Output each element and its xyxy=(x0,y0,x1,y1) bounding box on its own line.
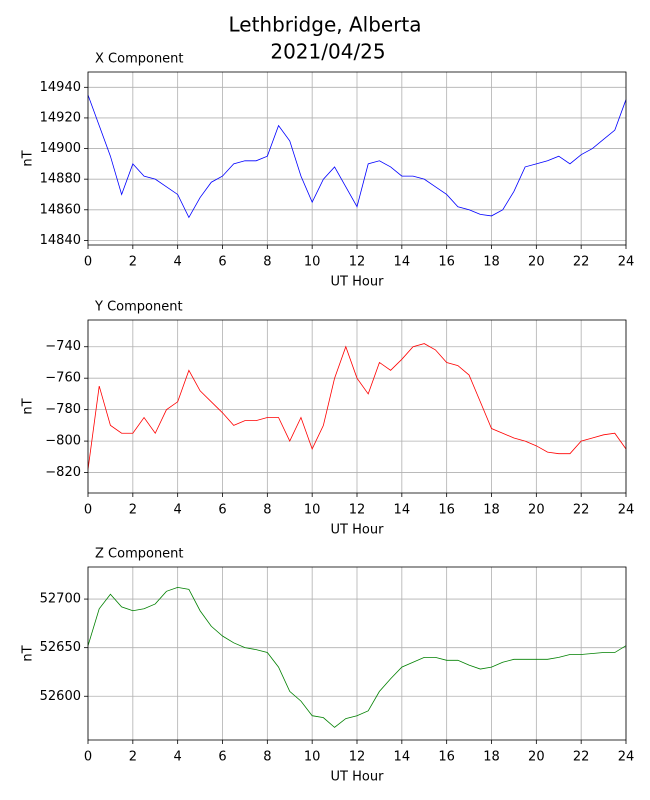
x-tick-label: 22 xyxy=(573,255,590,270)
data-line xyxy=(87,343,627,470)
y-tick-label: −780 xyxy=(45,402,81,417)
x-tick-label: 12 xyxy=(349,503,366,518)
y-tick-label: 14880 xyxy=(40,172,81,187)
x-tick-label: 10 xyxy=(304,750,321,765)
y-tick-label: −820 xyxy=(45,465,81,480)
x-tick-label: 4 xyxy=(174,255,182,270)
x-tick-label: 2 xyxy=(129,503,137,518)
x-tick-label: 2 xyxy=(129,750,137,765)
x-tick-label: 24 xyxy=(618,750,635,765)
x-tick-label: 8 xyxy=(263,750,271,765)
x-tick-label: 4 xyxy=(174,503,182,518)
x-axis-label: UT Hour xyxy=(331,770,385,785)
y-tick-label: 14860 xyxy=(40,202,81,217)
plot-frame xyxy=(87,566,627,741)
x-tick-label: 24 xyxy=(618,255,635,270)
y-tick-label: 14920 xyxy=(40,110,81,125)
data-line xyxy=(87,94,627,219)
y-axis-label: nT xyxy=(21,398,36,414)
x-axis-label: UT Hour xyxy=(331,523,385,538)
x-tick-label: 10 xyxy=(304,503,321,518)
y-tick-label: 52700 xyxy=(40,592,81,607)
y-tick-label: −800 xyxy=(45,434,81,449)
x-tick-label: 0 xyxy=(84,750,92,765)
x-tick-label: 24 xyxy=(618,503,635,518)
x-tick-label: 20 xyxy=(528,255,545,270)
y-axis-label: nT xyxy=(21,645,36,661)
x-tick-label: 20 xyxy=(528,503,545,518)
x-tick-label: 16 xyxy=(438,255,455,270)
y-tick-label: −760 xyxy=(45,371,81,386)
plot-frame xyxy=(87,319,627,494)
x-tick-label: 14 xyxy=(394,255,411,270)
x-tick-label: 16 xyxy=(438,503,455,518)
x-tick-label: 6 xyxy=(218,503,226,518)
x-tick-label: 22 xyxy=(573,503,590,518)
x-tick-label: 18 xyxy=(483,503,500,518)
y-tick-label: 14840 xyxy=(40,233,81,248)
x-tick-label: 20 xyxy=(528,750,545,765)
y-tick-label: −740 xyxy=(45,339,81,354)
panel-title: Y Component xyxy=(94,300,183,315)
x-tick-label: 18 xyxy=(483,750,500,765)
panel-title: Z Component xyxy=(95,547,184,562)
x-tick-label: 8 xyxy=(263,503,271,518)
x-tick-label: 14 xyxy=(394,750,411,765)
x-tick-label: 0 xyxy=(84,503,92,518)
y-tick-label: 14900 xyxy=(40,141,81,156)
x-tick-label: 6 xyxy=(218,255,226,270)
y-tick-label: 14940 xyxy=(40,80,81,95)
figure-subtitle: 2021/04/25 xyxy=(270,40,385,64)
x-tick-label: 8 xyxy=(263,255,271,270)
x-tick-label: 2 xyxy=(129,255,137,270)
x-tick-label: 22 xyxy=(573,750,590,765)
panel-title: X Component xyxy=(95,52,184,67)
x-tick-label: 12 xyxy=(349,750,366,765)
figure-title: Lethbridge, Alberta xyxy=(228,13,421,37)
x-tick-label: 12 xyxy=(349,255,366,270)
y-tick-label: 52650 xyxy=(40,640,81,655)
x-tick-label: 4 xyxy=(174,750,182,765)
y-tick-label: 52600 xyxy=(40,689,81,704)
x-axis-label: UT Hour xyxy=(331,275,385,290)
x-tick-label: 6 xyxy=(218,750,226,765)
x-tick-label: 18 xyxy=(483,255,500,270)
x-tick-label: 10 xyxy=(304,255,321,270)
y-axis-label: nT xyxy=(21,150,36,166)
x-tick-label: 14 xyxy=(394,503,411,518)
x-tick-label: 16 xyxy=(438,750,455,765)
x-tick-label: 0 xyxy=(84,255,92,270)
data-line xyxy=(87,586,627,728)
plot-frame xyxy=(87,71,627,246)
